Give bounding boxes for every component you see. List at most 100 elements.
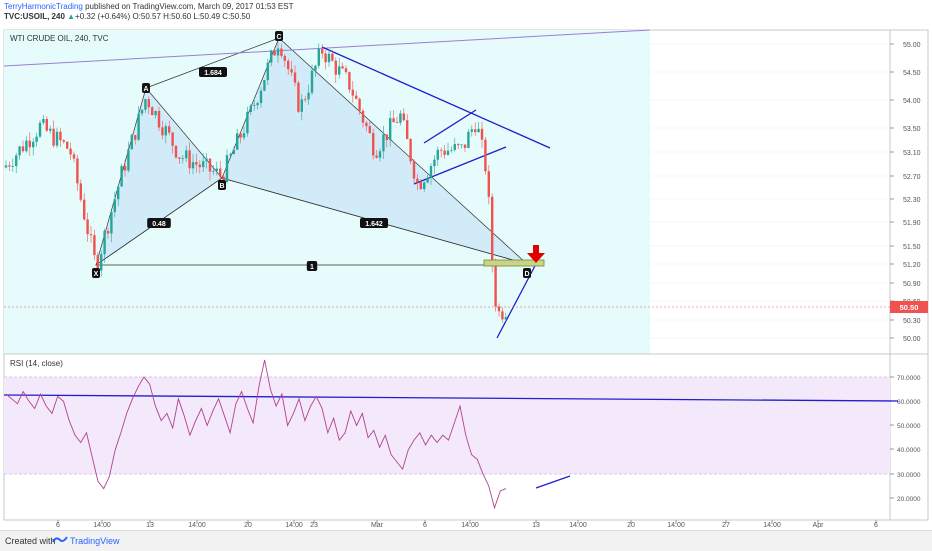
rsi-series-line	[5, 359, 507, 510]
time-tick-label: 13	[532, 522, 540, 528]
publish-info: TerryHarmonicTrading published on Tradin…	[4, 2, 294, 11]
candle-body	[93, 235, 96, 256]
candle-body	[147, 99, 150, 108]
rsi-tick-label: 20.0000	[897, 496, 921, 503]
price-tick-label: 53.50	[903, 126, 921, 133]
author-link[interactable]: TerryHarmonicTrading	[4, 2, 83, 11]
up-arrow-icon: ▲	[67, 12, 76, 21]
tradingview-brand[interactable]: TradingView	[70, 536, 120, 546]
candle-body	[239, 133, 242, 138]
candle-body	[463, 144, 467, 148]
candle-body	[151, 107, 154, 116]
candle-body	[474, 129, 477, 133]
candle-body	[185, 150, 188, 159]
time-tick-label: 14:00	[285, 522, 303, 528]
rsi-divergence-line	[535, 475, 571, 489]
candle-body	[174, 145, 178, 158]
candle-body	[453, 144, 456, 150]
candle-body	[253, 105, 256, 106]
candle-body	[79, 183, 82, 200]
candle-body	[66, 141, 69, 149]
candle-body	[504, 317, 507, 320]
candle-body	[178, 157, 181, 159]
time-tick-label: 6	[874, 522, 878, 528]
ratio-label: 1.684	[204, 70, 222, 77]
candle-body	[273, 50, 276, 56]
ratio-label-bg	[199, 67, 227, 77]
footer-bar: Created with TradingView	[0, 530, 932, 551]
wedge-bottom-line	[413, 146, 507, 185]
candle-body	[321, 48, 324, 54]
candle-body	[83, 199, 86, 220]
price-tick-label: 52.30	[903, 197, 921, 204]
pattern-label-bg	[92, 268, 100, 278]
candle-body	[280, 48, 283, 56]
candle-body	[497, 306, 501, 312]
candle-body	[181, 158, 184, 160]
candle-body	[385, 134, 388, 141]
candle-body	[317, 48, 320, 66]
candle-body	[219, 168, 222, 177]
candle-body	[32, 141, 35, 148]
candle-body	[338, 66, 341, 75]
candle-body	[96, 255, 99, 271]
time-tick-label: 27	[722, 522, 730, 528]
price-tick-label: 50.30	[903, 318, 921, 325]
candle-body	[375, 155, 378, 158]
candle-body	[314, 65, 317, 71]
candle-body	[412, 161, 416, 179]
candle-body	[198, 164, 201, 168]
change-value: +0.32 (+0.64%)	[75, 12, 131, 21]
candle-body	[137, 113, 140, 140]
candle-body	[208, 158, 212, 172]
price-tick-label: 55.00	[903, 42, 921, 49]
candle-body	[38, 122, 42, 137]
candle-body	[304, 99, 307, 101]
wedge-top-line	[423, 109, 477, 144]
candle-body	[355, 95, 358, 99]
candle-body	[123, 166, 127, 171]
candlestick-series	[4, 42, 507, 323]
candle-body	[11, 166, 14, 167]
candle-body	[287, 60, 290, 70]
candle-body	[361, 110, 365, 123]
chart-area[interactable]: 55.00 54.50 54.00 53.50 53.10 52.70 52.30 51.90…	[0, 24, 932, 529]
candle-body	[8, 165, 11, 167]
candle-body	[42, 118, 45, 123]
candle-body	[232, 149, 235, 155]
time-axis: 6 14:00 13 14:00 20 14:00 23 Mar 6 14:00 13 14:00 20…	[56, 520, 878, 529]
candle-body	[76, 158, 79, 184]
candle-body	[467, 131, 470, 148]
candle-body	[236, 133, 239, 150]
candle-body	[484, 139, 487, 172]
candle-body	[191, 162, 195, 169]
candle-body	[225, 155, 229, 182]
candle-body	[212, 170, 215, 172]
candle-body	[334, 60, 337, 75]
ratio-label: 0.48	[152, 221, 166, 228]
candle-body	[49, 128, 52, 131]
candle-body	[69, 148, 72, 155]
price-tick-label: 54.00	[903, 98, 921, 105]
time-tick-label: 14:00	[461, 522, 479, 528]
candle-body	[389, 118, 392, 141]
candle-body	[144, 99, 147, 110]
candle-body	[429, 166, 433, 178]
price-tick-label: 53.10	[903, 150, 921, 157]
tradingview-logo-icon	[52, 536, 68, 543]
candle-body	[436, 149, 439, 160]
candle-body	[28, 140, 31, 148]
pattern-ac-line	[145, 37, 280, 89]
candle-body	[120, 166, 123, 187]
prz-zone	[483, 259, 545, 267]
rsi-tick-label: 30.0000	[897, 472, 921, 479]
candle-body	[246, 111, 249, 134]
chart-header: TerryHarmonicTrading published on Tradin…	[0, 0, 932, 22]
candle-body	[372, 133, 375, 156]
price-tick-label: 52.70	[903, 174, 921, 181]
candle-body	[409, 139, 412, 162]
candle-body	[134, 135, 137, 140]
chart-svg[interactable]: 55.00 54.50 54.00 53.50 53.10 52.70 52.30 51.90…	[0, 24, 932, 529]
candle-body	[72, 154, 76, 159]
upper-trend-line	[3, 29, 651, 67]
